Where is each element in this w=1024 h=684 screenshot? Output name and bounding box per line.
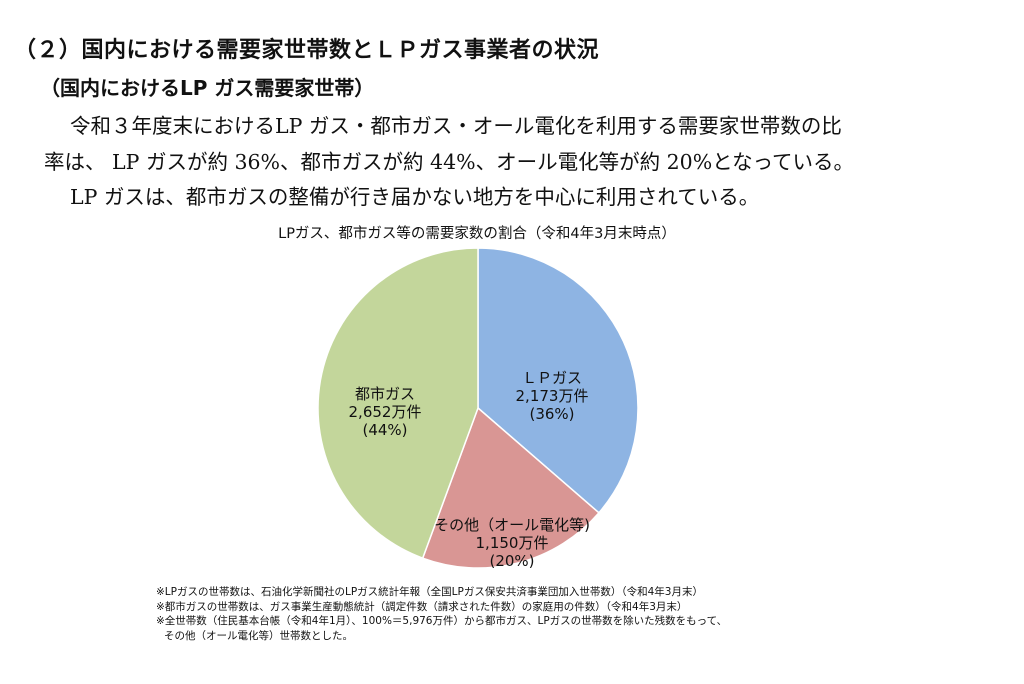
pie-label-percent-2: (44%) — [362, 421, 407, 439]
pie-label-percent-1: (20%) — [489, 552, 534, 570]
paragraph-line-1: 令和３年度末におけるLP ガス・都市ガス・オール電化を利用する需要家世帯数の比 — [70, 114, 842, 138]
paragraph-line-3: LP ガスは、都市ガスの整備が行き届かない地方を中心に利用されている。 — [70, 185, 760, 209]
pie-label-value-0: 2,173万件 — [516, 387, 589, 405]
pie-slice-1 — [421, 406, 600, 569]
footnote-4: その他（オール電化等）世帯数とした。 — [164, 629, 353, 642]
footnote-2: ※都市ガスの世帯数は、ガス事業生産動態統計（調定件数（請求された件数）の家庭用の… — [156, 600, 688, 613]
chart-title: LPガス、都市ガス等の需要家数の割合（令和4年3月末時点） — [278, 226, 676, 242]
pie-label-name-1: その他（オール電化等) — [434, 516, 590, 534]
paragraph-line-2: 率は、 LP ガスが約 36%、都市ガスが約 44%、オール電化等が約 20%と… — [44, 150, 855, 174]
pie-slice-2 — [317, 247, 479, 560]
pie-slices — [317, 247, 639, 569]
pie-slice-0 — [477, 247, 639, 514]
footnotes: ※LPガスの世帯数は、石油化学新聞社のLPガス統計年報（全国LPガス保安共済事業… — [156, 585, 727, 643]
pie-label-value-2: 2,652万件 — [349, 403, 422, 421]
footnote-3: ※全世帯数（住民基本台帳（令和4年1月）、100%＝5,976万件）から都市ガス… — [156, 615, 728, 627]
pie-label-percent-0: (36%) — [529, 405, 574, 423]
section-heading: （２）国内における需要家世帯数とＬＰガス事業者の状況 — [14, 38, 600, 63]
footnote-1: ※LPガスの世帯数は、石油化学新聞社のLPガス統計年報（全国LPガス保安共済事業… — [156, 586, 703, 598]
pie-label-value-1: 1,150万件 — [476, 534, 549, 552]
pie-label-name-2: 都市ガス — [355, 385, 415, 403]
pie-label-name-0: ＬＰガス — [522, 369, 582, 387]
section-subheading: （国内におけるLP ガス需要家世帯） — [40, 76, 375, 100]
